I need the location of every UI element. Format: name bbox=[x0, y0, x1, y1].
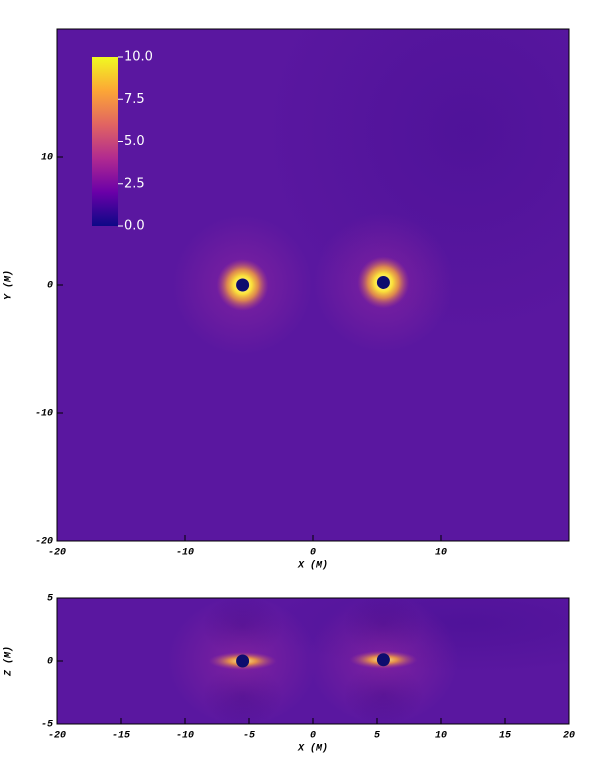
colorbar-tick-label: 7.5 bbox=[124, 92, 145, 107]
black-hole bbox=[376, 275, 390, 289]
x-axis-label: X (M) bbox=[297, 560, 328, 572]
black-hole bbox=[236, 654, 250, 668]
colorbar-bar bbox=[92, 57, 118, 226]
x-tick-label: -10 bbox=[176, 548, 194, 559]
black-hole bbox=[236, 278, 250, 292]
x-tick-label: -15 bbox=[112, 731, 130, 742]
x-tick-label: 15 bbox=[499, 731, 511, 742]
x-tick-label: -5 bbox=[243, 731, 255, 742]
y-tick-label: 10 bbox=[41, 153, 53, 164]
x-tick-label: -20 bbox=[48, 548, 66, 559]
x-tick-label: 5 bbox=[374, 731, 380, 742]
colorbar-tick-label: 0.0 bbox=[124, 219, 145, 234]
x-tick-label: 0 bbox=[310, 731, 316, 742]
y-tick-label: 0 bbox=[47, 657, 53, 668]
colorbar-tick-label: 2.5 bbox=[124, 176, 145, 191]
x-tick-label: 20 bbox=[563, 731, 575, 742]
y-tick-label: -10 bbox=[35, 409, 53, 420]
field bbox=[57, 29, 569, 541]
y-tick-label: -5 bbox=[41, 720, 53, 731]
x-axis-label: X (M) bbox=[297, 743, 328, 755]
x-tick-label: -20 bbox=[48, 731, 66, 742]
colorbar-tick-label: 5.0 bbox=[124, 134, 145, 149]
y-tick-label: 0 bbox=[47, 281, 53, 292]
field bbox=[57, 598, 569, 724]
y-axis-label: Y (M) bbox=[3, 270, 15, 300]
x-tick-label: 0 bbox=[310, 548, 316, 559]
y-tick-label: 5 bbox=[47, 594, 53, 605]
x-tick-label: 10 bbox=[435, 548, 447, 559]
black-hole bbox=[376, 653, 390, 667]
x-tick-label: 10 bbox=[435, 731, 447, 742]
x-tick-label: -10 bbox=[176, 731, 194, 742]
colorbar-tick-label: 10.0 bbox=[124, 50, 153, 65]
colorbar: 0.0 2.5 5.0 7.5 10.0 bbox=[92, 50, 153, 234]
y-axis-label: Z (M) bbox=[3, 646, 15, 677]
y-tick-label: -20 bbox=[35, 537, 53, 548]
